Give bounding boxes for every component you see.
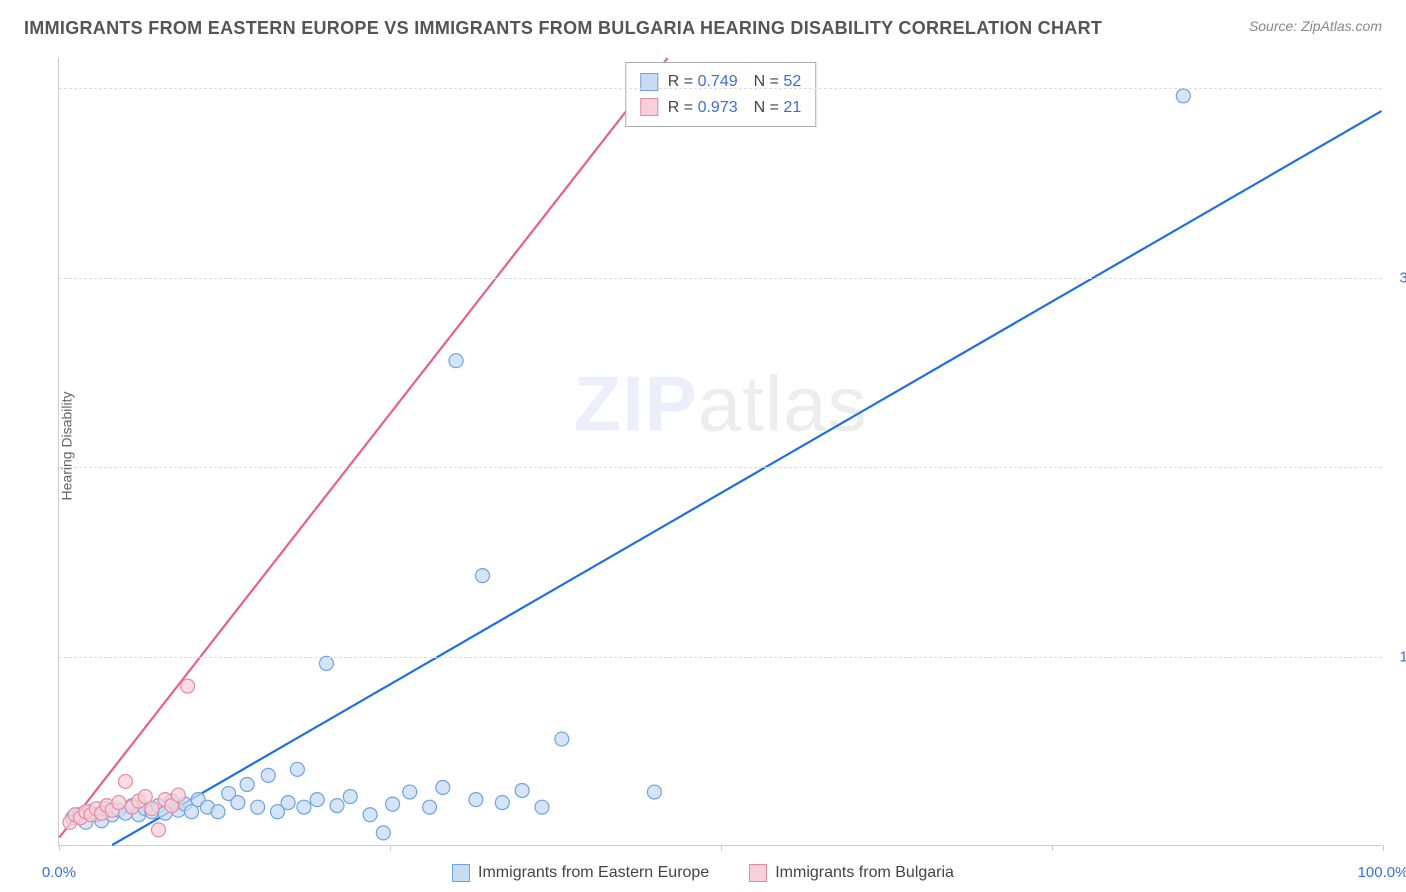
chart-title: IMMIGRANTS FROM EASTERN EUROPE VS IMMIGR… (24, 18, 1102, 39)
data-point-eastern_europe (423, 800, 437, 814)
data-point-eastern_europe (343, 790, 357, 804)
data-point-bulgaria (112, 796, 126, 810)
chart-plot-area: ZIPatlas R = 0.749 N = 52R = 0.973 N = 2… (58, 58, 1382, 846)
y-tick-label: 37.5% (1387, 269, 1406, 286)
stats-text: R = 0.749 N = 52 (668, 69, 801, 95)
data-point-eastern_europe (261, 768, 275, 782)
gridline (59, 278, 1382, 279)
data-point-eastern_europe (319, 656, 333, 670)
stats-text: R = 0.973 N = 21 (668, 95, 801, 121)
data-point-bulgaria (171, 788, 185, 802)
data-point-eastern_europe (515, 784, 529, 798)
legend-item-bulgaria: Immigrants from Bulgaria (749, 864, 954, 882)
correlation-stats-box: R = 0.749 N = 52R = 0.973 N = 21 (625, 62, 816, 127)
x-tick-mark (1052, 845, 1053, 851)
stats-row-eastern_europe: R = 0.749 N = 52 (640, 69, 801, 95)
data-point-eastern_europe (1176, 89, 1190, 103)
legend-swatch-icon (749, 864, 767, 882)
data-point-eastern_europe (281, 796, 295, 810)
gridline (59, 657, 1382, 658)
data-point-eastern_europe (231, 796, 245, 810)
x-tick-mark (1383, 845, 1384, 851)
data-point-eastern_europe (240, 777, 254, 791)
data-point-eastern_europe (469, 793, 483, 807)
legend-item-eastern_europe: Immigrants from Eastern Europe (452, 864, 709, 882)
data-point-eastern_europe (330, 799, 344, 813)
data-point-bulgaria (118, 774, 132, 788)
data-point-eastern_europe (376, 826, 390, 840)
y-tick-label: 12.5% (1387, 648, 1406, 665)
data-point-eastern_europe (475, 569, 489, 583)
data-point-bulgaria (152, 823, 166, 837)
stats-row-bulgaria: R = 0.973 N = 21 (640, 95, 801, 121)
data-point-bulgaria (181, 679, 195, 693)
x-tick-mark (721, 845, 722, 851)
data-point-eastern_europe (251, 800, 265, 814)
gridline (59, 88, 1382, 89)
data-point-eastern_europe (386, 797, 400, 811)
stats-swatch-icon (640, 98, 658, 116)
data-point-eastern_europe (555, 732, 569, 746)
data-point-eastern_europe (647, 785, 661, 799)
regression-line-bulgaria (59, 58, 667, 837)
x-tick-mark (390, 845, 391, 851)
data-point-eastern_europe (310, 793, 324, 807)
series-legend: Immigrants from Eastern Europe Immigrants… (0, 864, 1406, 882)
legend-label: Immigrants from Eastern Europe (478, 864, 709, 882)
legend-label: Immigrants from Bulgaria (775, 864, 954, 882)
scatter-svg (59, 58, 1382, 845)
regression-line-eastern_europe (112, 111, 1381, 845)
data-point-eastern_europe (449, 354, 463, 368)
data-point-eastern_europe (290, 762, 304, 776)
data-point-eastern_europe (297, 800, 311, 814)
x-tick-mark (59, 845, 60, 851)
data-point-eastern_europe (211, 805, 225, 819)
data-point-eastern_europe (403, 785, 417, 799)
source-label: Source: ZipAtlas.com (1249, 18, 1382, 34)
data-point-eastern_europe (535, 800, 549, 814)
legend-swatch-icon (452, 864, 470, 882)
data-point-eastern_europe (436, 780, 450, 794)
data-point-eastern_europe (363, 808, 377, 822)
data-point-eastern_europe (495, 796, 509, 810)
gridline (59, 467, 1382, 468)
data-point-bulgaria (145, 802, 159, 816)
